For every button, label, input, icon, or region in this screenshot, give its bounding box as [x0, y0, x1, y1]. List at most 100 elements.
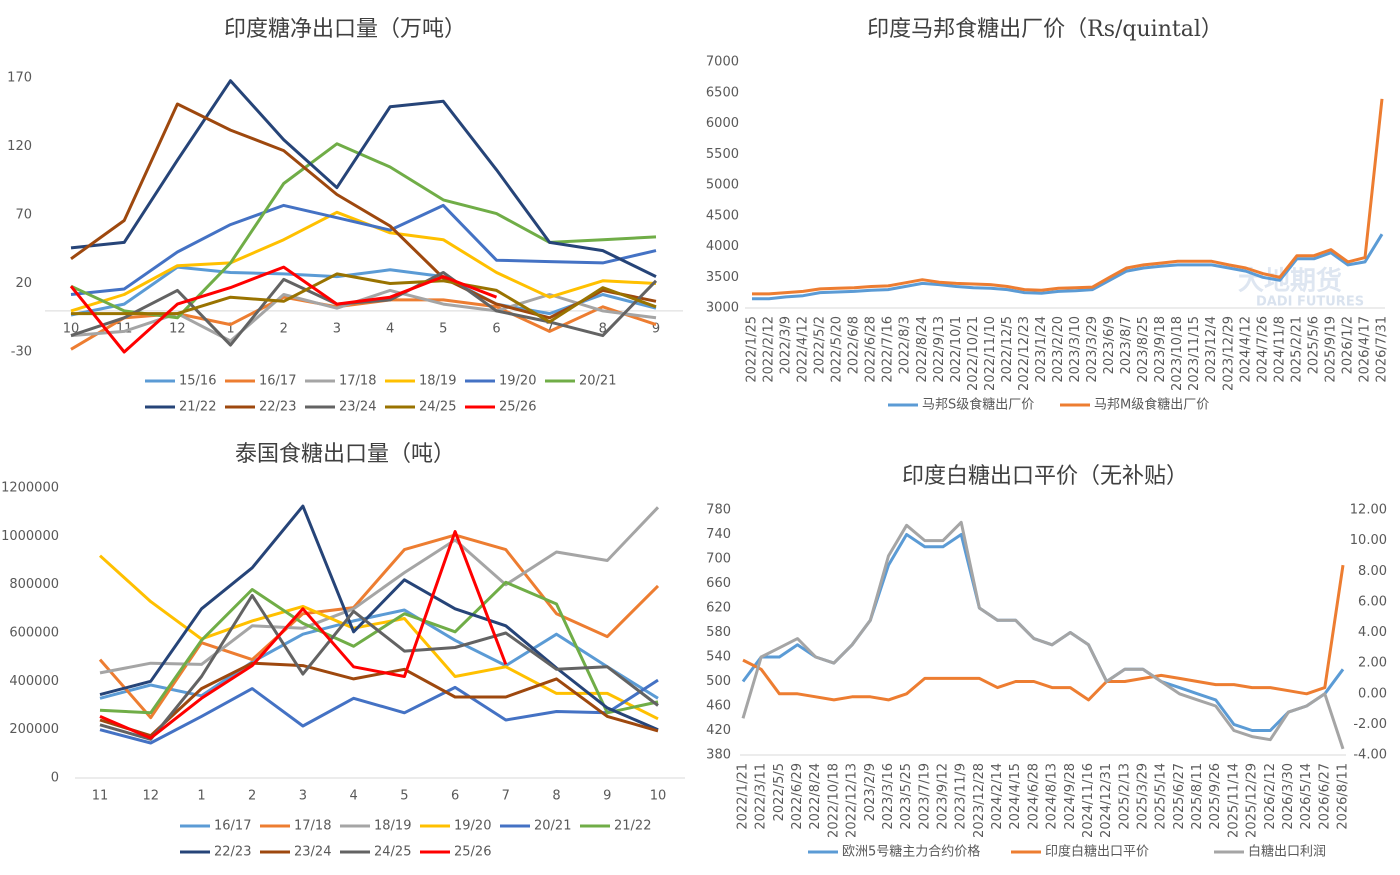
y-tick-label: 6000 — [706, 116, 739, 131]
x-tick-label: 2022/12/13 — [845, 763, 860, 838]
y-tick-label: 380 — [706, 748, 731, 763]
x-tick-label: 3 — [299, 789, 307, 804]
legend-label: 20/21 — [579, 374, 616, 389]
series-line — [742, 564, 1345, 702]
x-tick-label: 2023/11/9 — [954, 763, 969, 830]
series-line — [741, 520, 1345, 750]
y-tick-label: 500 — [706, 674, 731, 689]
legend-label: 马邦M级食糖出厂价 — [1094, 397, 1209, 413]
x-tick-label: 2024/11/8 — [1272, 316, 1287, 383]
series-line — [99, 530, 508, 740]
legend-label: 印度白糖出口平价 — [1045, 844, 1149, 860]
y-tick-label: 170 — [7, 71, 32, 86]
y-tick-label: 3000 — [706, 301, 739, 316]
x-tick-label: 2022/8/24 — [808, 763, 823, 830]
series-line — [99, 506, 660, 675]
y-tick-label: -30 — [11, 345, 32, 360]
x-tick-label: 1 — [226, 321, 234, 336]
legend-label: 16/17 — [214, 819, 251, 834]
y-tick-label: 70 — [15, 208, 32, 223]
y-tick-label: 7000 — [706, 55, 739, 70]
y-tick-label: 1000000 — [1, 529, 59, 544]
x-tick-label: 2025/6/27 — [1172, 763, 1187, 830]
x-tick-label: 2 — [280, 321, 288, 336]
x-tick-label: 2024/8/13 — [1045, 763, 1060, 830]
x-tick-label: 2023/12/28 — [972, 763, 987, 838]
x-tick-label: 2022/12/5 — [1000, 316, 1015, 383]
y-tick-label: 1200000 — [1, 481, 59, 496]
series-line — [98, 554, 659, 721]
x-tick-label: 2024/12/31 — [1099, 763, 1114, 838]
x-tick-label: 2023/6/9 — [1102, 316, 1117, 374]
x-tick-label: 2026/5/14 — [1299, 763, 1314, 830]
series-line — [70, 142, 657, 320]
x-tick-label: 2022/8/3 — [898, 316, 913, 374]
y-tick-label: 4500 — [706, 208, 739, 223]
y2-tick-label: 12.00 — [1350, 503, 1387, 518]
y-tick-label: 540 — [706, 650, 731, 665]
x-tick-label: 2025/12/29 — [1245, 763, 1260, 838]
x-tick-label: 3 — [333, 321, 341, 336]
x-tick-label: 2022/10/18 — [826, 763, 841, 838]
series-line — [70, 295, 657, 351]
legend-label: 16/17 — [259, 374, 296, 389]
x-tick-label: 2024/2/14 — [990, 763, 1005, 830]
series-line — [99, 608, 659, 700]
x-tick-label: 2026/6/27 — [1317, 763, 1332, 830]
legend-label: 22/23 — [214, 845, 251, 860]
x-tick-label: 2023/5/25 — [899, 763, 914, 830]
y-tick-label: 20 — [15, 276, 32, 291]
x-tick-label: 2022/11/10 — [983, 316, 998, 391]
x-tick-label: 2023/3/16 — [881, 763, 896, 830]
x-tick-label: 11 — [92, 789, 109, 804]
x-tick-label: 2026/3/30 — [1281, 763, 1296, 830]
x-tick-label: 2023/3/29 — [1085, 316, 1100, 383]
y-tick-label: 620 — [706, 601, 731, 616]
legend-label: 24/25 — [374, 845, 411, 860]
x-tick-label: 2022/6/29 — [790, 763, 805, 830]
x-tick-label: 2026/1/2 — [1340, 316, 1355, 374]
y-tick-label: 600000 — [9, 626, 59, 641]
chart-title: 泰国食糖出口量（吨） — [235, 442, 455, 467]
x-tick-label: 2022/5/5 — [772, 763, 787, 821]
x-tick-label: 2024/11/16 — [1081, 763, 1096, 838]
legend-label: 21/22 — [179, 400, 216, 415]
x-tick-label: 2024/4/12 — [1238, 316, 1253, 383]
legend-label: 24/25 — [419, 400, 456, 415]
y-tick-label: 580 — [706, 625, 731, 640]
x-tick-label: 6 — [451, 789, 459, 804]
y2-tick-label: 0.00 — [1358, 686, 1387, 701]
x-tick-label: 2023/2/9 — [863, 763, 878, 821]
legend-label: 21/22 — [614, 819, 651, 834]
x-tick-label: 6 — [492, 321, 500, 336]
x-tick-label: 2025/5/14 — [1154, 763, 1169, 830]
x-tick-label: 2022/8/24 — [915, 316, 930, 383]
legend-label: 19/20 — [499, 374, 536, 389]
x-tick-label: 2022/1/25 — [745, 316, 760, 383]
x-tick-label: 5 — [439, 321, 447, 336]
x-tick-label: 2024/7/26 — [1255, 316, 1270, 383]
x-tick-label: 2023/8/7 — [1119, 316, 1134, 374]
legend-label: 19/20 — [454, 819, 491, 834]
x-tick-label: 2023/8/25 — [1136, 316, 1151, 383]
x-tick-label: 2022/3/9 — [779, 316, 794, 374]
y-tick-label: 5500 — [706, 147, 739, 162]
series-line — [99, 678, 659, 745]
y2-tick-label: 4.00 — [1358, 625, 1387, 640]
x-tick-label: 9 — [652, 321, 660, 336]
x-tick-label: 2024/6/28 — [1026, 763, 1041, 830]
x-tick-label: 12 — [169, 321, 186, 336]
chart-title: 印度白糖出口平价（无补贴） — [902, 464, 1188, 489]
x-tick-label: 9 — [603, 789, 611, 804]
series-line — [99, 504, 659, 732]
x-tick-label: 7 — [502, 789, 510, 804]
x-tick-label: 2026/2/12 — [1263, 763, 1278, 830]
y2-tick-label: -2.00 — [1353, 717, 1387, 732]
x-tick-label: 2023/7/19 — [917, 763, 932, 830]
series-line — [69, 265, 498, 354]
series-line — [70, 203, 657, 296]
legend-label: 25/26 — [454, 845, 491, 860]
x-tick-label: 2022/1/21 — [736, 763, 751, 830]
legend-label: 欧洲5号糖主力合约价格 — [842, 844, 980, 860]
legend-label: 17/18 — [339, 374, 376, 389]
